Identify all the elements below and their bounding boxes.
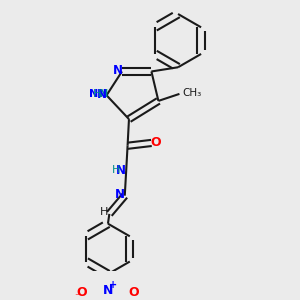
Text: CH₃: CH₃: [182, 88, 202, 98]
Text: N: N: [115, 188, 125, 201]
Text: +: +: [110, 280, 118, 290]
Text: H: H: [100, 207, 109, 217]
Text: N: N: [112, 64, 122, 76]
Text: N: N: [116, 164, 126, 177]
Text: H: H: [112, 165, 120, 175]
Text: N: N: [103, 284, 113, 298]
Text: O: O: [77, 286, 88, 299]
Text: N: N: [97, 88, 107, 101]
Text: N: N: [89, 89, 99, 99]
Text: ⁻: ⁻: [74, 292, 80, 300]
Text: O: O: [150, 136, 161, 149]
Text: O: O: [128, 286, 139, 299]
Text: N: N: [99, 89, 108, 99]
Text: H: H: [92, 89, 101, 100]
